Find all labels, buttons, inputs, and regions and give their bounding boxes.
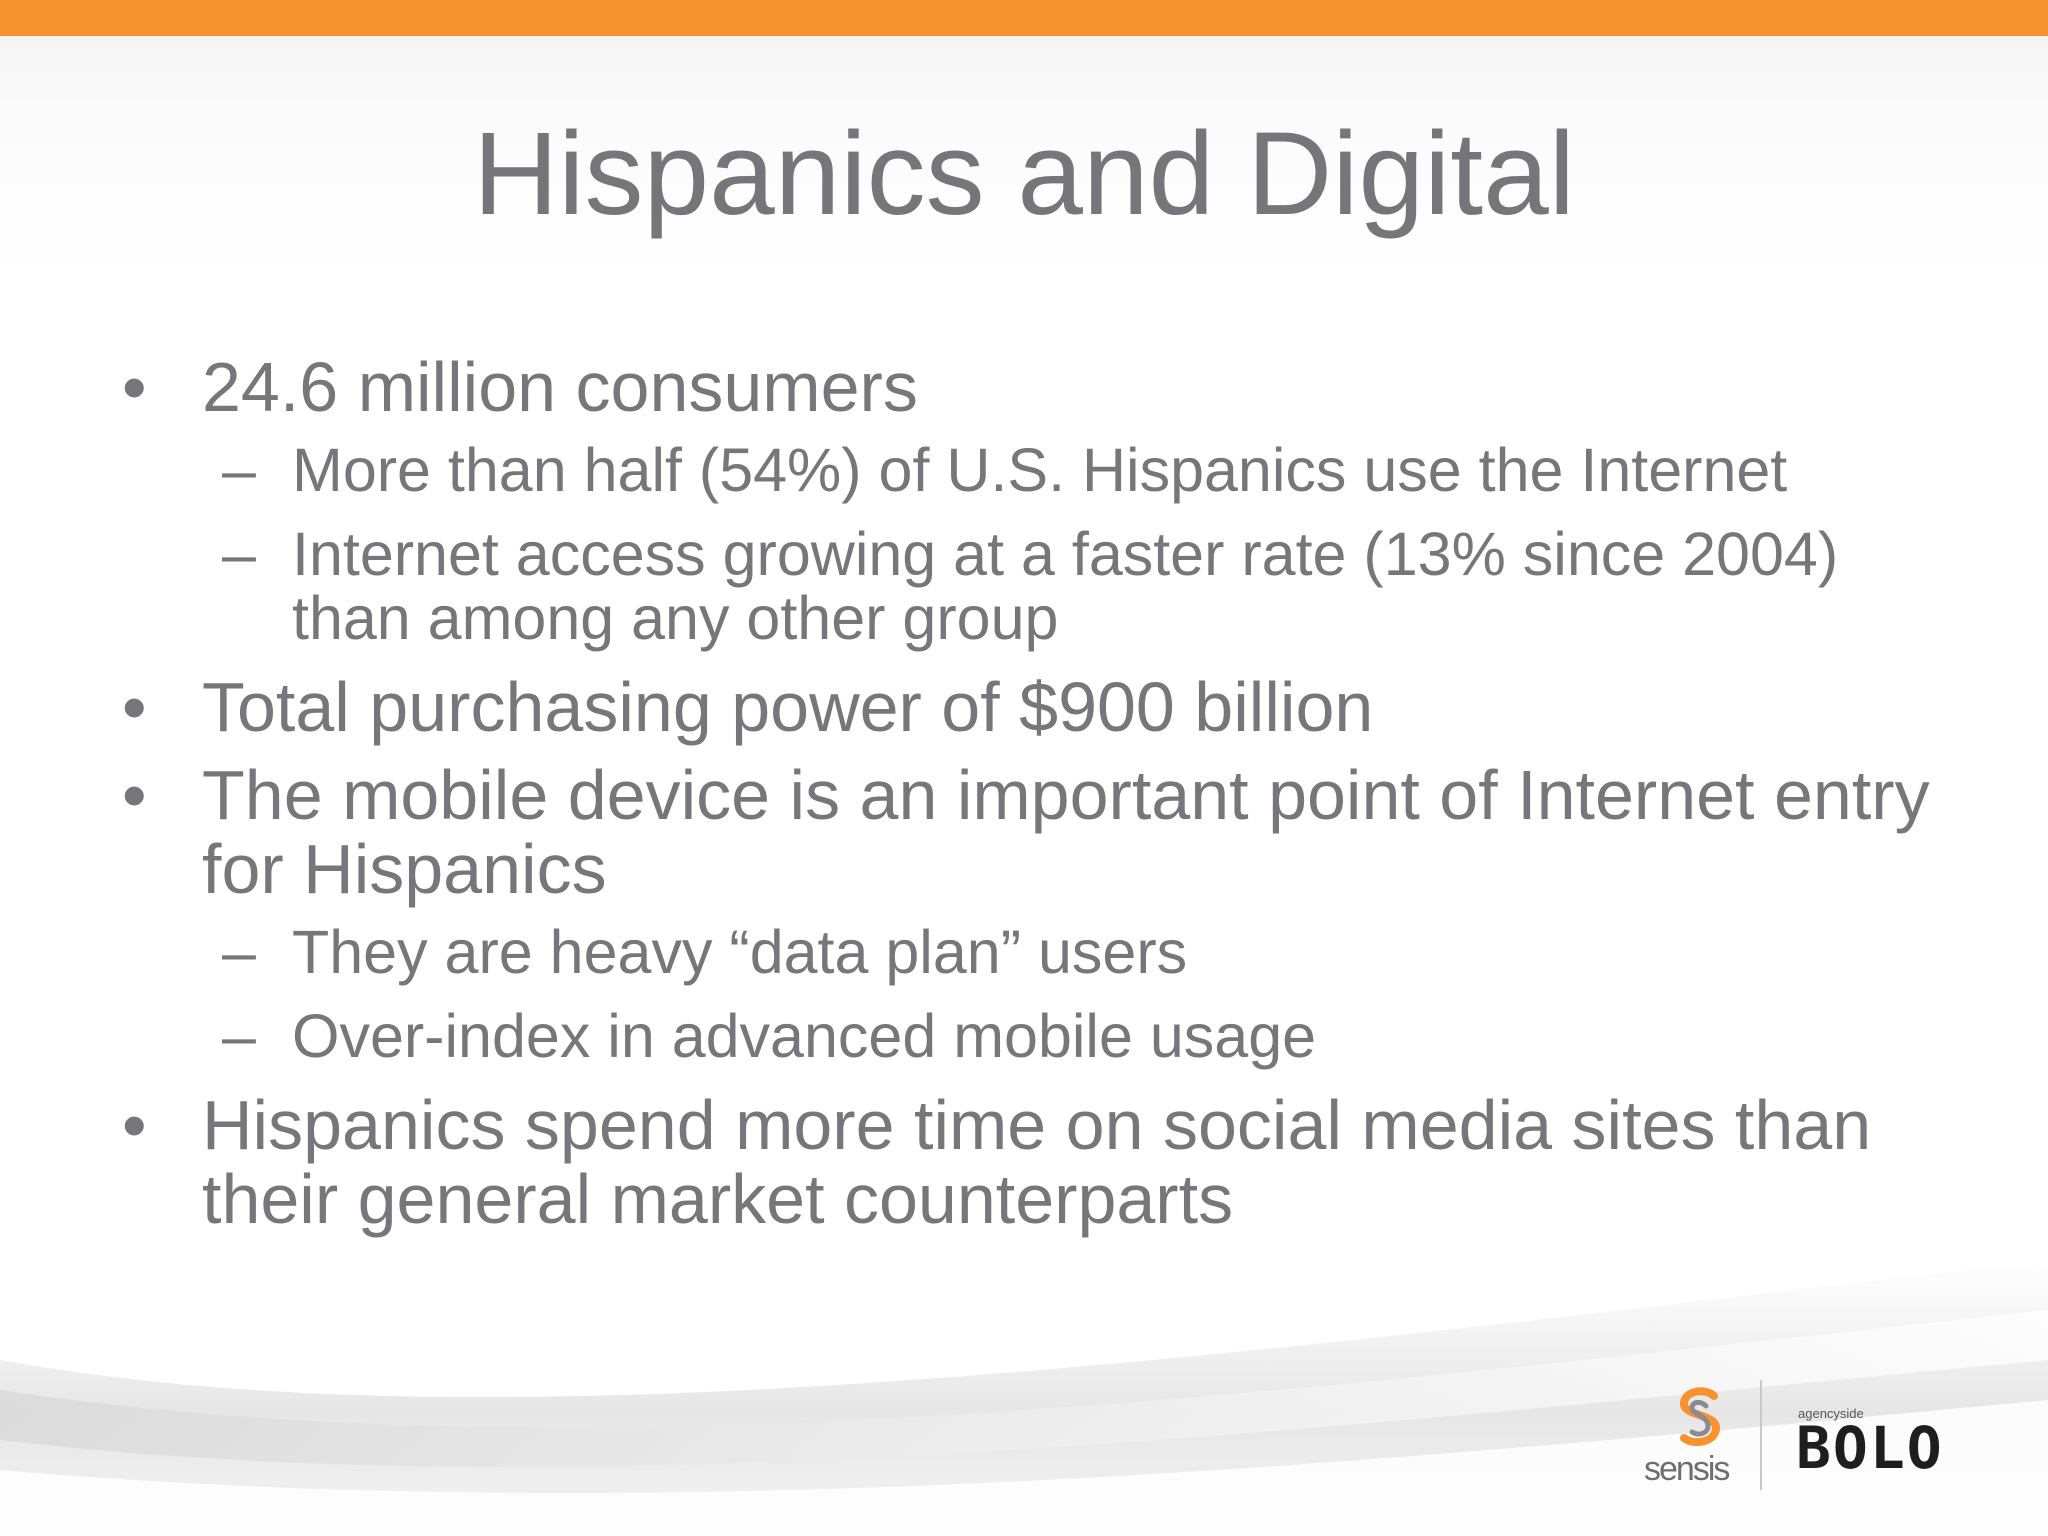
footer-logos: sensis agencyside BOLO <box>1636 1376 1996 1496</box>
bolo-logo-text: BOLO <box>1796 1414 1944 1482</box>
sub-bullet-text: They are heavy “data plan” users <box>292 918 1188 986</box>
sub-bullet-text: Over-index in advanced mobile usage <box>292 1002 1317 1070</box>
sub-bullet-text: Internet access growing at a faster rate… <box>292 520 1839 652</box>
bullet-text: The mobile device is an important point … <box>202 756 1930 908</box>
dash-marker: – <box>222 520 256 588</box>
sub-bullet-item: – Internet access growing at a faster ra… <box>118 522 1958 650</box>
bullet-list: • 24.6 million consumers – More than hal… <box>118 350 1958 1250</box>
top-accent-bar <box>0 0 2048 36</box>
sub-bullet-text: More than half (54%) of U.S. Hispanics u… <box>292 436 1788 504</box>
bullet-text: Hispanics spend more time on social medi… <box>202 1086 1872 1238</box>
sub-bullet-item: – More than half (54%) of U.S. Hispanics… <box>118 438 1958 502</box>
sub-bullet-item: – They are heavy “data plan” users <box>118 920 1958 984</box>
sensis-logo-icon <box>1679 1387 1721 1447</box>
bullet-item: • Hispanics spend more time on social me… <box>118 1088 1958 1236</box>
bottom-swoosh-decoration <box>0 1260 2048 1536</box>
dash-marker: – <box>222 918 256 986</box>
slide-title: Hispanics and Digital <box>473 108 1575 240</box>
bullet-marker: • <box>122 756 147 834</box>
bullet-marker: • <box>122 348 147 426</box>
dash-marker: – <box>222 1002 256 1070</box>
bullet-item: • The mobile device is an important poin… <box>118 758 1958 906</box>
sensis-logo-text: sensis <box>1644 1450 1730 1488</box>
bullet-marker: • <box>122 668 147 746</box>
bullet-item: • 24.6 million consumers <box>118 350 1958 424</box>
sub-bullet-item: – Over-index in advanced mobile usage <box>118 1004 1958 1068</box>
bullet-item: • Total purchasing power of $900 billion <box>118 670 1958 744</box>
bullet-text: Total purchasing power of $900 billion <box>202 668 1374 746</box>
dash-marker: – <box>222 436 256 504</box>
bolo-tagline: agencyside <box>1798 1406 1864 1421</box>
bullet-marker: • <box>122 1086 147 1164</box>
logo-divider <box>1760 1380 1762 1490</box>
bullet-text: 24.6 million consumers <box>202 348 918 426</box>
